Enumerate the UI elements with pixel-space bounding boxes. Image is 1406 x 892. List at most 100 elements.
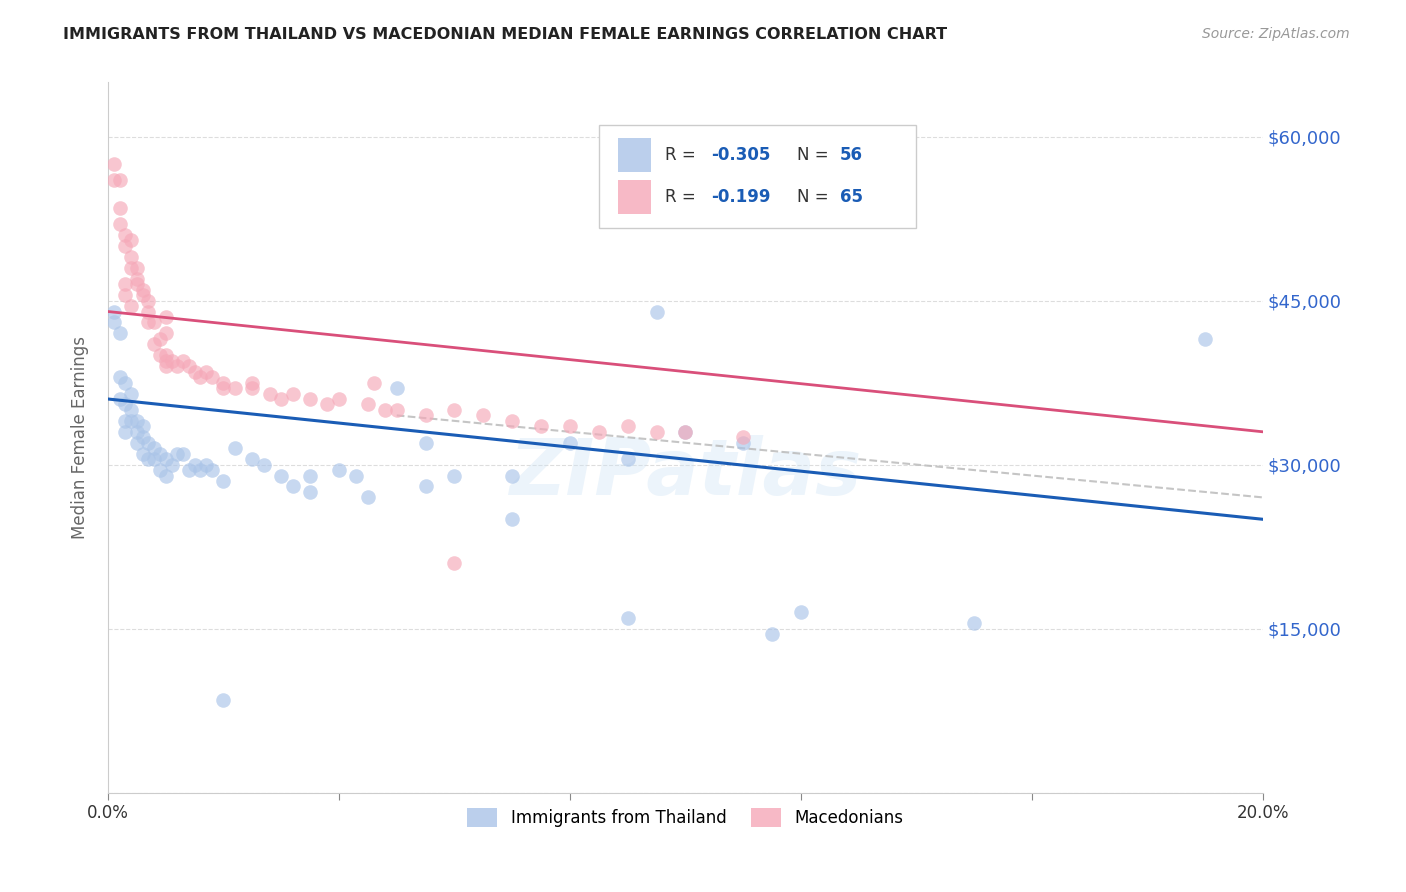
Point — [120, 414, 142, 428]
Point — [149, 463, 172, 477]
Point — [212, 381, 235, 395]
Point — [166, 359, 188, 374]
Point — [131, 288, 153, 302]
Point — [212, 376, 235, 390]
Point — [125, 277, 148, 292]
Point — [114, 288, 136, 302]
Point — [240, 452, 263, 467]
Point — [143, 337, 166, 351]
Point — [224, 381, 246, 395]
Point — [138, 304, 160, 318]
Point — [125, 271, 148, 285]
Point — [443, 556, 465, 570]
Point — [103, 157, 125, 171]
Point — [155, 326, 177, 341]
Point — [224, 441, 246, 455]
Point — [501, 468, 523, 483]
Point — [790, 605, 813, 619]
Point — [443, 468, 465, 483]
Point — [299, 485, 322, 500]
Point — [259, 386, 281, 401]
Point — [114, 277, 136, 292]
Point — [733, 430, 755, 444]
Point — [108, 201, 131, 215]
Point — [253, 458, 276, 472]
Point — [270, 392, 292, 406]
Point — [149, 332, 172, 346]
Point — [155, 353, 177, 368]
Text: ZIPatlas: ZIPatlas — [509, 434, 862, 511]
Point — [114, 376, 136, 390]
Point — [385, 403, 408, 417]
Point — [108, 173, 131, 187]
Legend: Immigrants from Thailand, Macedonians: Immigrants from Thailand, Macedonians — [461, 802, 910, 834]
Text: N =: N = — [797, 188, 834, 206]
Text: -0.199: -0.199 — [711, 188, 770, 206]
Point — [155, 310, 177, 324]
Point — [385, 381, 408, 395]
Point — [761, 627, 783, 641]
Point — [201, 463, 224, 477]
Point — [501, 512, 523, 526]
Point — [155, 348, 177, 362]
Text: R =: R = — [665, 188, 700, 206]
Point — [103, 316, 125, 330]
Point — [108, 370, 131, 384]
Point — [357, 397, 380, 411]
Point — [675, 425, 697, 439]
Text: -0.305: -0.305 — [711, 146, 770, 164]
Point — [240, 381, 263, 395]
Point — [190, 463, 212, 477]
Point — [143, 441, 166, 455]
Point — [103, 304, 125, 318]
Text: 56: 56 — [841, 146, 863, 164]
Point — [155, 468, 177, 483]
Point — [363, 376, 385, 390]
Point — [299, 468, 322, 483]
Point — [270, 468, 292, 483]
Point — [114, 425, 136, 439]
Point — [588, 425, 610, 439]
Point — [344, 468, 367, 483]
Text: 65: 65 — [841, 188, 863, 206]
Point — [195, 365, 218, 379]
Point — [131, 419, 153, 434]
Point — [357, 491, 380, 505]
Point — [160, 353, 183, 368]
FancyBboxPatch shape — [599, 125, 917, 227]
Point — [108, 217, 131, 231]
Point — [281, 479, 304, 493]
Point — [155, 452, 177, 467]
Point — [120, 250, 142, 264]
Point — [120, 299, 142, 313]
Point — [616, 610, 638, 624]
Point — [281, 386, 304, 401]
Point — [114, 397, 136, 411]
Point — [177, 359, 200, 374]
Point — [675, 425, 697, 439]
Point — [114, 414, 136, 428]
Point — [443, 403, 465, 417]
FancyBboxPatch shape — [619, 180, 651, 214]
Point — [108, 326, 131, 341]
Point — [138, 316, 160, 330]
Point — [190, 370, 212, 384]
Point — [120, 403, 142, 417]
Point — [172, 353, 194, 368]
Point — [120, 234, 142, 248]
Point — [212, 474, 235, 488]
Point — [616, 419, 638, 434]
Point — [299, 392, 322, 406]
Point — [149, 348, 172, 362]
Point — [125, 414, 148, 428]
Point — [131, 283, 153, 297]
Text: IMMIGRANTS FROM THAILAND VS MACEDONIAN MEDIAN FEMALE EARNINGS CORRELATION CHART: IMMIGRANTS FROM THAILAND VS MACEDONIAN M… — [63, 27, 948, 42]
Point — [172, 447, 194, 461]
Point — [415, 409, 437, 423]
Point — [138, 293, 160, 308]
Point — [183, 458, 205, 472]
Point — [645, 304, 668, 318]
Point — [374, 403, 396, 417]
Point — [963, 616, 986, 631]
Point — [212, 692, 235, 706]
